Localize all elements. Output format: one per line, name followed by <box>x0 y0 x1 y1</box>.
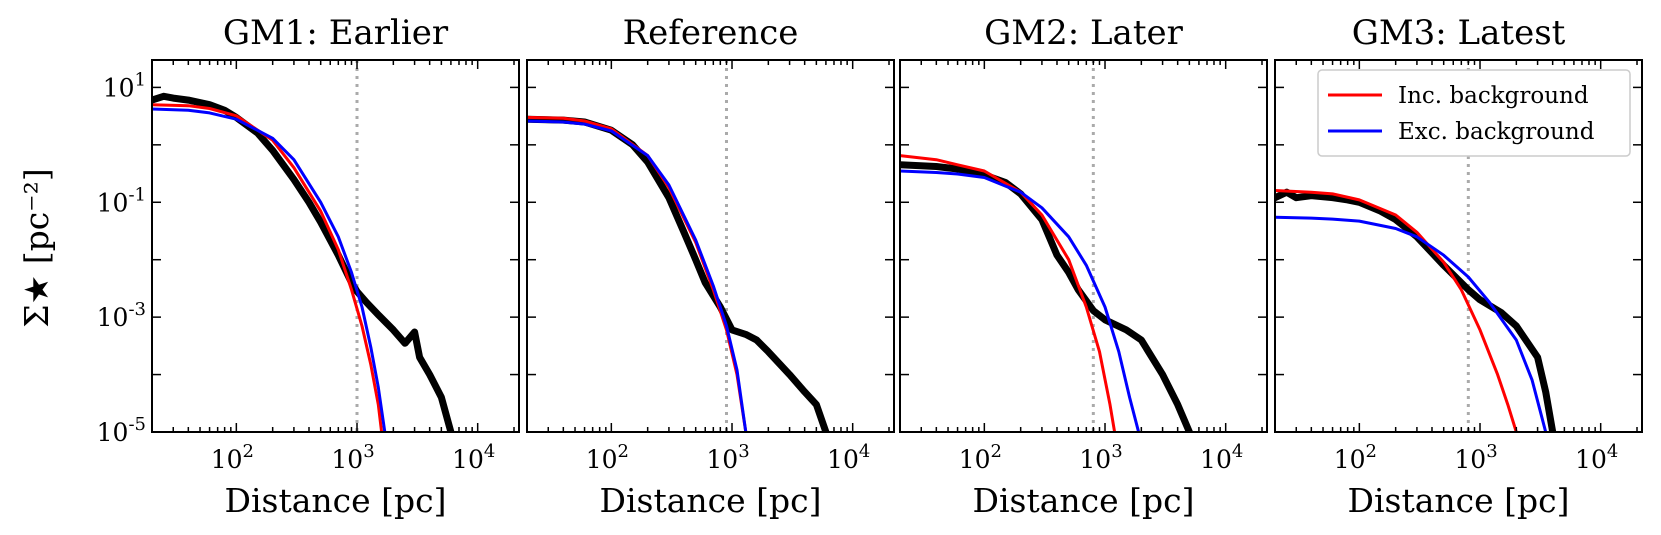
x-tick-label: 102 <box>959 441 1002 474</box>
panels: GM1: Earlier 102 103 104 101 10-1 10-3 10-5 Dist… <box>97 13 1643 520</box>
x-axis-label: Distance [pc] <box>1348 481 1570 520</box>
inc-background-fit-line <box>152 103 384 432</box>
x-tick-label: 104 <box>827 441 870 474</box>
plot-area <box>1275 60 1557 432</box>
legend-box <box>1317 69 1631 157</box>
x-tick-label: 102 <box>211 441 254 474</box>
exc-background-fit-line <box>152 107 387 432</box>
inc-background-fit-line <box>1275 189 1518 432</box>
inc-background-fit-line <box>900 154 1117 432</box>
plot-area <box>527 60 830 432</box>
plot-area <box>900 60 1193 432</box>
y-tick-label: 10-3 <box>97 299 146 332</box>
x-tick-label: 104 <box>452 441 495 474</box>
data-profile-line <box>152 92 455 432</box>
axes-frame <box>151 59 520 433</box>
plot-area <box>152 60 455 432</box>
data-profile-line <box>1275 188 1557 432</box>
x-tick-label: 102 <box>586 441 629 474</box>
exc-background-fit-line <box>900 169 1141 432</box>
axes-frame <box>526 59 895 433</box>
panel-title: GM2: Later <box>984 13 1184 53</box>
x-tick-label: 102 <box>1334 441 1377 474</box>
exc-background-fit-line <box>527 119 748 432</box>
axes-frame <box>899 59 1268 433</box>
legend-label: Inc. background <box>1398 83 1589 109</box>
data-profile-line <box>900 161 1193 432</box>
inc-background-fit-line <box>527 115 748 432</box>
data-profile-line <box>527 115 830 432</box>
x-tick-label: 103 <box>331 441 374 474</box>
x-tick-label: 104 <box>1575 441 1618 474</box>
x-tick-label: 104 <box>1200 441 1243 474</box>
x-tick-label: 103 <box>1079 441 1122 474</box>
x-tick-label: 103 <box>1454 441 1497 474</box>
exc-background-fit-line <box>1275 215 1548 432</box>
axes-frame <box>1274 59 1643 433</box>
panel-1: GM1: Earlier 102 103 104 101 10-1 10-3 10-5 Dist… <box>97 13 520 520</box>
y-tick-label: 101 <box>103 69 146 102</box>
panel-title: Reference <box>623 13 799 53</box>
x-axis-label: Distance [pc] <box>225 481 447 520</box>
y-axis-label: Σ★ [pc⁻²] <box>17 168 56 327</box>
x-tick-label: 103 <box>706 441 749 474</box>
legend-label: Exc. background <box>1398 119 1595 145</box>
panel-title: GM3: Latest <box>1352 13 1566 53</box>
legend: Inc. background Exc. background <box>1317 69 1631 157</box>
y-tick-label: 10-5 <box>97 414 146 447</box>
panel-title: GM1: Earlier <box>223 13 449 53</box>
y-tick-label: 10-1 <box>97 184 146 217</box>
x-axis-label: Distance [pc] <box>973 481 1195 520</box>
x-axis-label: Distance [pc] <box>600 481 822 520</box>
